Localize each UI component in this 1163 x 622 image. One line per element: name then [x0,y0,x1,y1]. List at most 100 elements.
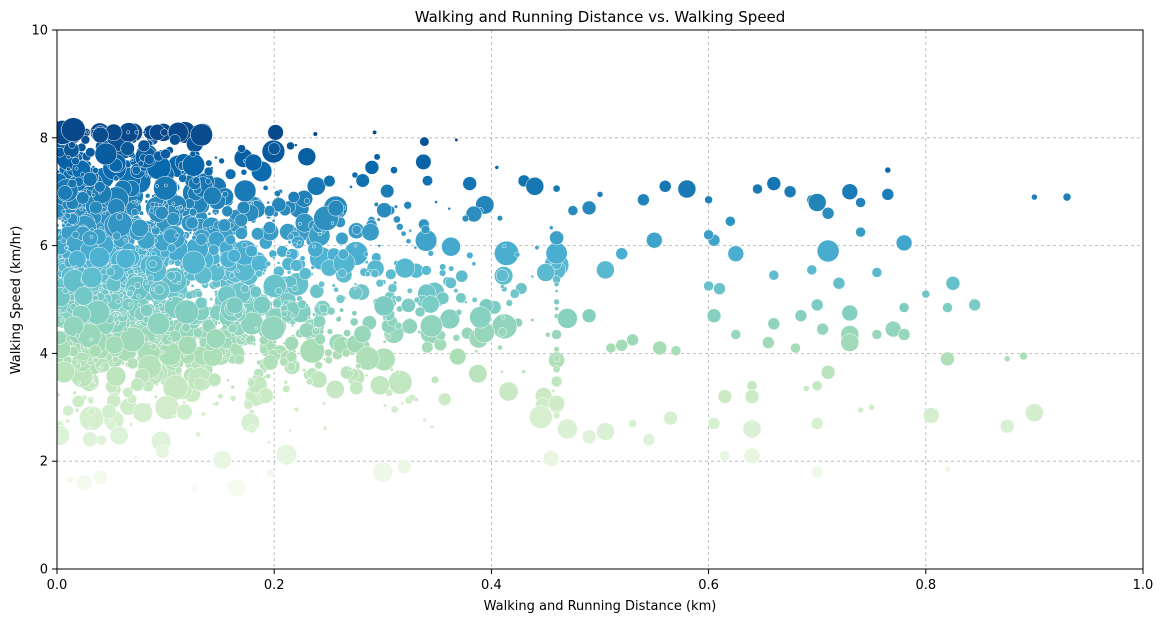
scatter-point [349,317,359,327]
scatter-point [191,235,197,241]
scatter-point [286,270,292,275]
scatter-point [307,315,311,320]
scatter-point [296,240,303,246]
scatter-point [105,335,124,355]
scatter-point [57,308,62,313]
scatter-point [240,337,245,342]
scatter-point [155,444,170,459]
scatter-point [382,315,387,320]
scatter-point [314,327,318,331]
scatter-point [160,128,169,137]
scatter-point [421,341,434,354]
scatter-point [115,248,136,269]
scatter-point [274,287,283,296]
scatter-point [324,356,333,365]
scatter-point [126,290,134,298]
scatter-point [677,179,697,199]
scatter-point [464,300,468,304]
scatter-point [596,191,604,198]
scatter-point [81,266,103,288]
scatter-point [96,366,102,372]
scatter-point [251,227,265,241]
scatter-point [314,333,326,345]
scatter-point [376,217,381,222]
scatter-point [234,354,245,365]
scatter-point [253,295,271,314]
scatter-point [554,289,559,293]
scatter-point [642,433,656,446]
scatter-point [96,434,107,446]
scatter-point [225,234,236,246]
scatter-point [68,141,76,149]
scatter-point [74,407,80,413]
scatter-point [1031,193,1038,201]
scatter-point [525,177,545,196]
scatter-point [74,166,79,171]
scatter-point [130,219,149,237]
scatter-point [421,295,440,314]
scatter-point [117,312,122,317]
scatter-point [832,277,846,290]
scatter-point [255,269,263,278]
scatter-point [118,292,124,298]
scatter-point [549,230,564,246]
scatter-point [841,183,859,200]
scatter-point [703,229,714,241]
scatter-point [495,269,509,283]
scatter-point [195,431,201,438]
scatter-point [414,306,426,318]
scatter-point [113,392,119,397]
scatter-point [530,274,535,279]
scatter-point [382,403,387,408]
scatter-point [82,431,98,448]
scatter-point [138,210,144,216]
scatter-point [287,239,292,245]
scatter-point [581,429,597,445]
scatter-point [71,394,85,408]
scatter-point [704,195,713,205]
scatter-point [57,254,63,259]
scatter-point [373,153,381,161]
scatter-point [349,380,364,395]
scatter-point [551,329,562,340]
scatter-point [299,255,306,262]
scatter-point [290,259,303,272]
scatter-point [309,283,325,299]
scatter-point [419,136,430,147]
scatter-point [134,318,138,322]
scatter-point [168,297,173,302]
scatter-point [355,173,370,188]
scatter-point [871,267,883,278]
scatter-point [115,213,124,221]
scatter-point [134,269,139,274]
scatter-point [262,185,269,191]
scatter-point [158,302,164,308]
y-tick-label: 2 [40,455,48,470]
scatter-point [408,228,413,233]
scatter-point [193,376,207,391]
scatter-point [783,185,797,198]
scatter-point [212,318,216,323]
scatter-point [59,318,63,322]
scatter-point [215,262,221,268]
x-tick-label: 0.6 [698,578,719,593]
scatter-point [163,200,168,205]
scatter-point [74,333,80,339]
scatter-point [203,226,208,231]
scatter-point [474,349,479,354]
scatter-point [743,447,761,465]
scatter-point [420,224,431,235]
scatter-point [72,390,77,395]
scatter-point [312,131,318,137]
scatter-point [707,417,721,430]
scatter-point [236,269,240,273]
scatter-point [124,272,130,277]
scatter-point [377,243,382,248]
scatter-point [260,315,286,341]
scatter-point [271,197,287,213]
scatter-point [322,425,328,431]
scatter-point [294,143,298,147]
scatter-point [652,340,667,356]
scatter-point [821,207,835,220]
scatter-point [312,314,326,329]
